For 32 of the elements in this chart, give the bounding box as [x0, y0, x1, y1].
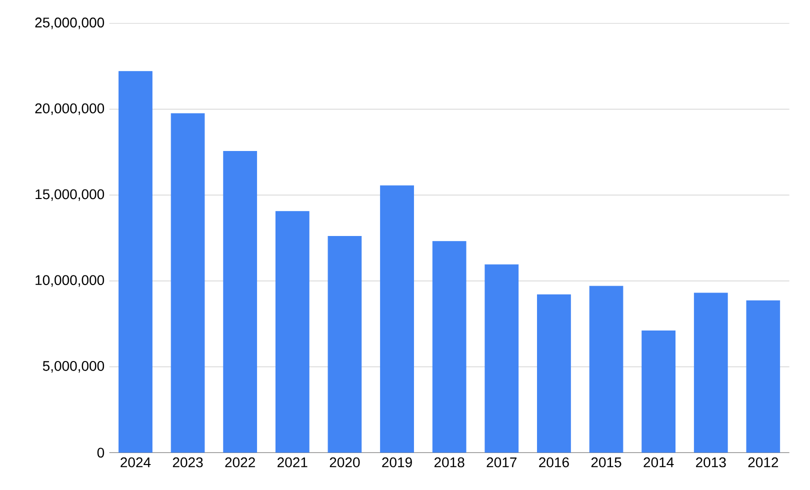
- bar: [275, 211, 310, 453]
- bar: [694, 292, 728, 453]
- bar: [642, 330, 676, 453]
- x-tick-label: 2016: [539, 457, 569, 468]
- x-tick-label: 2017: [486, 457, 516, 468]
- y-tick-label: 15,000,000: [36, 189, 104, 201]
- bar: [328, 236, 362, 453]
- bar: [484, 264, 519, 453]
- x-tick-label: 2020: [330, 457, 360, 468]
- x-tick-label: 2019: [382, 457, 412, 468]
- bar: [118, 71, 152, 453]
- y-tick-label: 5,000,000: [42, 361, 104, 373]
- y-tick-label: 20,000,000: [35, 103, 104, 115]
- x-tick-label: 2012: [748, 457, 778, 468]
- x-tick-label: 2023: [172, 457, 203, 468]
- bar: [537, 294, 571, 453]
- x-tick-label: 2022: [225, 457, 255, 468]
- y-tick-label: 0: [97, 448, 104, 458]
- bar: [589, 286, 624, 453]
- bar: [223, 151, 258, 453]
- x-tick-label: 2021: [278, 457, 308, 468]
- y-tick-label: 25,000,000: [35, 18, 104, 30]
- x-tick-label: 2024: [120, 457, 151, 468]
- y-tick-label: 10,000,000: [36, 275, 104, 287]
- bar: [170, 113, 205, 453]
- x-tick-label: 2013: [696, 457, 726, 468]
- bar: [432, 241, 466, 453]
- x-tick-label: 2015: [591, 457, 622, 468]
- x-tick-label: 2018: [434, 457, 464, 468]
- bar: [380, 185, 414, 453]
- bar: [746, 300, 780, 453]
- x-tick-label: 2014: [644, 457, 674, 468]
